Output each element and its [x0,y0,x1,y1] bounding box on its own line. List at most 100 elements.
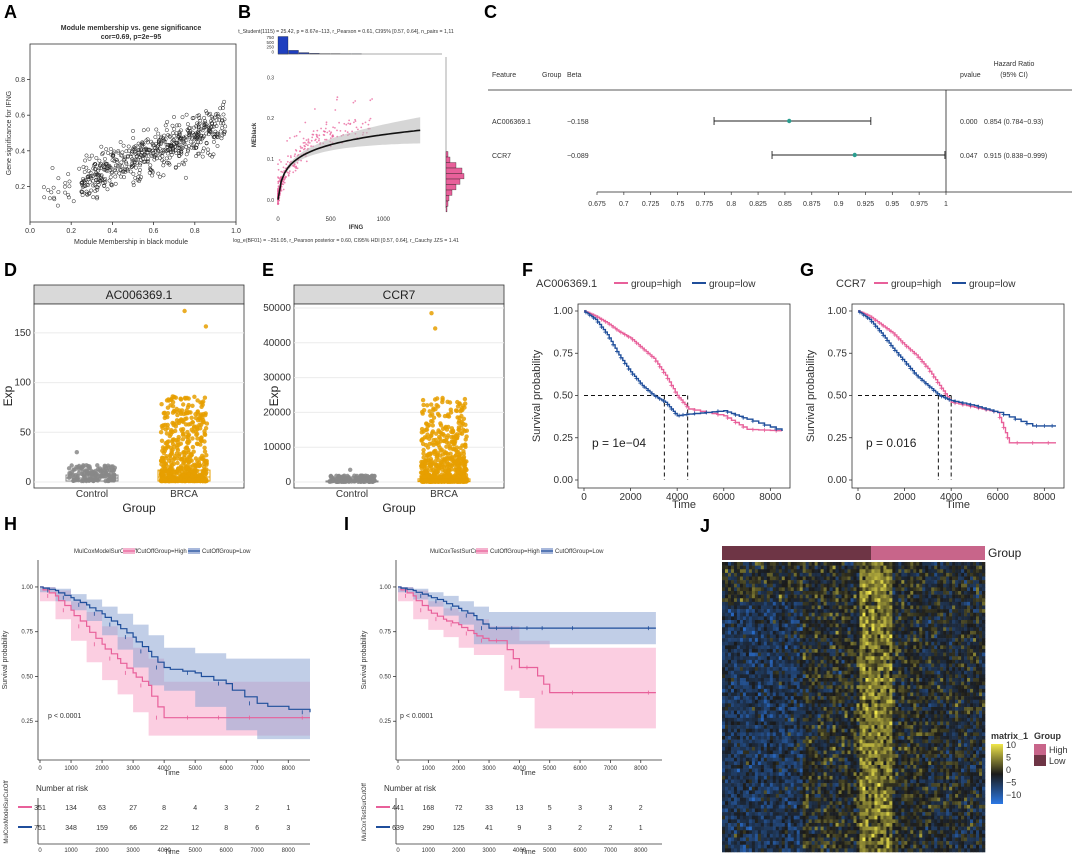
panel-j-cell [886,598,890,603]
panel-j-cell [955,623,959,628]
panel-j-cell [829,562,833,566]
panel-f-ytick-label: 0.75 [554,348,574,359]
panel-j-cell [847,594,851,599]
panel-j-cell [733,638,738,643]
panel-b-point [334,109,337,111]
panel-d-point [178,410,183,415]
panel-j-cell [907,623,911,628]
panel-j-cell [814,565,818,570]
panel-e-point [427,409,432,414]
panel-d-point [195,425,200,431]
panel-j-cell [862,620,866,624]
panel-j-cell [907,609,911,614]
panel-j-cell [790,591,795,595]
panel-j-cell [811,620,815,624]
panel-a-point [161,163,166,168]
panel-j-cell [850,620,854,624]
panel-j-cell [793,562,798,566]
panel-j-cell [745,587,750,592]
panel-j-cell [766,627,771,632]
panel-j-cell [811,638,815,643]
panel-b-point [280,161,282,163]
panel-a-point [89,153,94,158]
panel-a-point [152,143,157,148]
panel-j-cell [790,627,795,632]
panel-a-point [98,166,103,170]
panel-j-cell [880,598,884,603]
panel-j-cell [730,620,735,624]
panel-j-cell [847,627,851,632]
panel-j-cell [865,616,869,621]
panel-j-cell [958,605,962,610]
panel-j-cell [922,562,926,566]
panel-j-cell [793,623,798,628]
panel-j-cell [844,609,848,614]
panel-j-cell [742,612,747,617]
panel-j-cell [964,634,968,639]
panel-h-risk-count: 8 [224,825,228,832]
panel-j-cell [949,569,953,574]
panel-j-cell [787,562,792,566]
panel-j-cell [754,612,759,617]
panel-j-cell [907,583,911,588]
panel-j-cell [769,616,774,621]
panel-h-risk-count: 6 [255,825,259,832]
panel-j-cell [722,634,726,639]
panel-b-point [285,175,287,178]
panel-j-cell [880,572,884,577]
panel-j-cell [775,594,780,599]
panel-j-cell [853,634,857,639]
panel-j-cell [722,623,726,628]
panel-a-point [211,139,216,144]
panel-j-cell [877,594,881,599]
panel-f-ytick-label: 0.50 [554,391,574,402]
panel-j-cell [751,572,756,577]
panel-j-cell [799,572,803,577]
panel-j-cell [727,572,732,577]
panel-b-xtick-label: 0 [276,217,280,223]
panel-j-cell [952,612,956,617]
panel-j-cell [865,605,869,610]
panel-j-cell [970,609,974,614]
panel-b-point [336,98,338,101]
panel-j-cell [745,562,750,566]
panel-j-cell [793,634,798,639]
panel-j-cell [850,565,854,570]
panel-h-risk-count: 3 [286,825,290,832]
panel-a-point [201,146,206,151]
panel-j-cell [919,565,923,570]
panel-j-cell [961,594,965,599]
panel-j-cell [847,580,851,585]
panel-j-cell [844,623,848,628]
panel-j-cell [850,616,854,621]
panel-a-point [210,116,215,121]
panel-j-cell [811,580,815,585]
panel-a-point [196,124,201,129]
panel-j-cell [823,565,827,570]
panel-j-cell [799,565,803,570]
panel-j-cell [931,601,935,606]
panel-j-cell [895,572,899,577]
panel-j-cell [853,598,857,603]
panel-h-risk-xlabel: Time [164,849,179,856]
panel-j-cell [769,630,774,635]
panel-j-cell [931,598,935,603]
panel-d-point [169,450,174,456]
panel-j-cell [763,587,768,592]
panel-j-cell [943,627,947,632]
panel-j-cell [868,587,872,592]
panel-a-point [176,162,181,167]
panel-j-cell [976,583,980,588]
panel-j-cell [787,605,792,610]
panel-j-cell [859,562,863,566]
panel-j-cell [907,601,911,606]
panel-a-point [174,131,179,135]
panel-j-cell [868,609,872,614]
panel-a: Module membership vs. gene significance … [6,25,241,246]
panel-j-cell [982,576,986,581]
panel-j-cell [916,620,920,624]
panel-c-beta-header: Beta [567,72,582,79]
panel-d-ytick-label: 150 [14,328,31,339]
panel-j-cell [844,598,848,603]
panel-j-cell [946,576,950,581]
